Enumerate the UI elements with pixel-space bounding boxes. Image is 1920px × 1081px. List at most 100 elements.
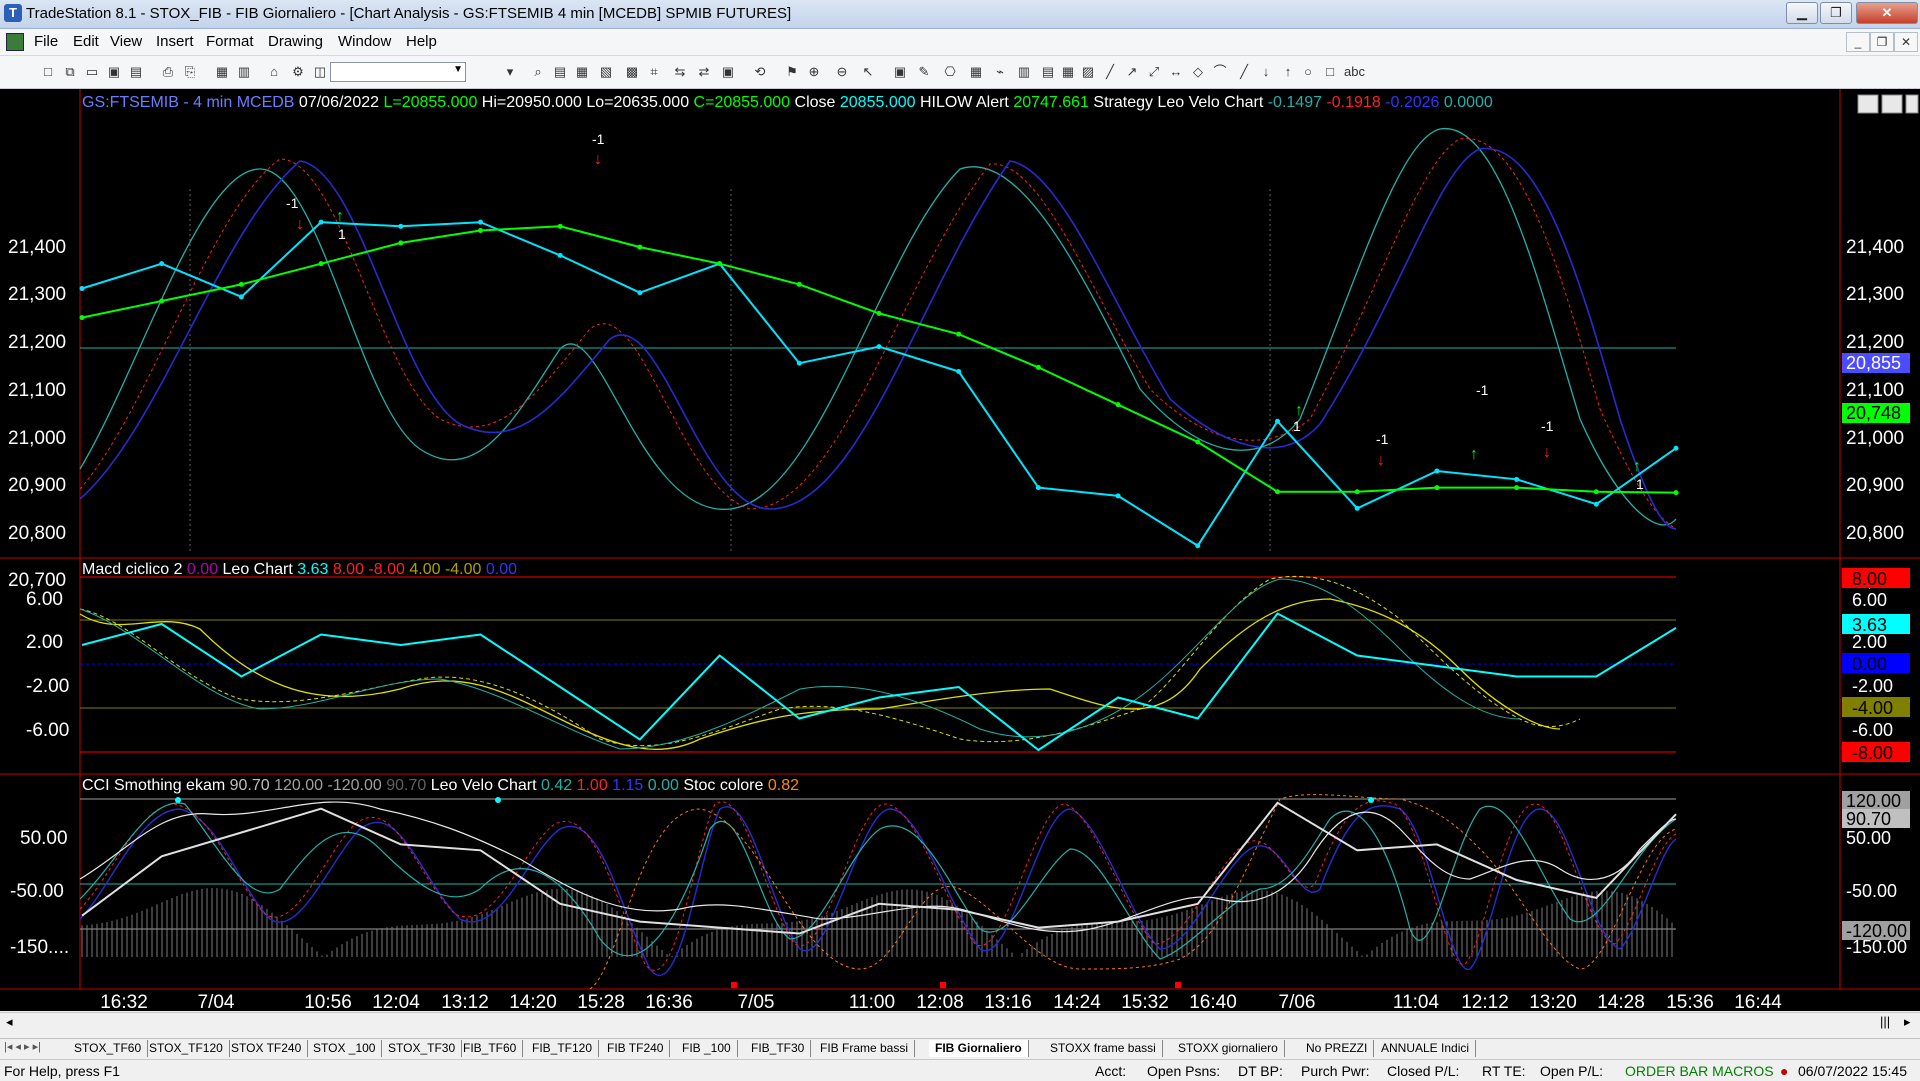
mdi-restore-icon[interactable]: ❐ <box>1870 32 1894 52</box>
toolbar-tool-icon[interactable]: ↓ <box>1262 64 1270 79</box>
toolbar-tool-icon[interactable]: ◇ <box>1193 64 1203 79</box>
toolbar-tool-icon[interactable]: ⚑ <box>786 64 798 79</box>
chart-analysis-window[interactable]: -1 -1 1 -1 1 -1 -1 1 ↓ ↓ ↑ ↑ ↓ ↑ ↓ ↑ GS:… <box>0 89 1920 1013</box>
toolbar-tool-icon[interactable]: ⎙ <box>162 64 174 79</box>
toolbar-tool-icon[interactable]: ◫ <box>313 64 327 79</box>
toolbar-tool-icon[interactable]: ▨ <box>1081 64 1095 79</box>
mdi-close-icon[interactable]: ✕ <box>1894 32 1918 52</box>
workspace-tab[interactable]: FIB_TF120 <box>526 1040 600 1057</box>
toolbar-tool-icon[interactable]: ▾ <box>506 64 514 79</box>
cci-tick-label: -150.... <box>10 937 69 958</box>
workspace-tab[interactable]: STOX_TF120 <box>143 1040 230 1057</box>
close-button[interactable]: ✕ <box>1856 2 1918 24</box>
toolbar-tool-icon[interactable]: ▦ <box>575 64 589 79</box>
toolbar-tool-icon[interactable]: ▣ <box>721 64 735 79</box>
toolbar-tool-icon[interactable]: □ <box>1326 64 1334 79</box>
mdi-minimize-icon[interactable]: _ <box>1846 32 1870 52</box>
workspace-tab[interactable]: ANNUALE Indici <box>1375 1040 1477 1057</box>
order-bar-macros-link[interactable]: ORDER BAR MACROS <box>1625 1063 1774 1079</box>
toolbar-tool-icon[interactable]: ⎔ <box>944 64 956 79</box>
menu-window[interactable]: Window <box>338 33 392 50</box>
panel-close-icon[interactable] <box>1905 94 1919 114</box>
toolbar-tool-icon[interactable]: ⌕ <box>534 64 542 79</box>
workspace-tab[interactable]: STOX TF240 <box>225 1040 309 1057</box>
header-item: 0.00 <box>481 561 517 578</box>
toolbar-tool-icon[interactable]: ▣ <box>893 64 907 79</box>
menu-file[interactable]: File <box>34 33 59 50</box>
toolbar-tool-icon[interactable]: ⌗ <box>650 64 658 79</box>
toolbar-tool-icon[interactable]: ↑ <box>1284 64 1292 79</box>
toolbar-tool-icon[interactable]: ▤ <box>553 64 567 79</box>
workspace-tab[interactable]: No PREZZI <box>1300 1040 1375 1057</box>
maximize-button[interactable]: ❐ <box>1820 2 1852 24</box>
toolbar-tool-icon[interactable]: ○ <box>1304 64 1312 79</box>
toolbar-tool-icon[interactable]: abc <box>1344 64 1365 79</box>
header-item: Lo=20635.000 <box>582 94 689 111</box>
panel-restore-icon[interactable] <box>1881 94 1903 114</box>
toolbar-tool-icon[interactable]: ↗ <box>1126 64 1138 79</box>
toolbar-tool-icon[interactable]: ▤ <box>129 64 143 79</box>
workspace-tab[interactable]: FIB_TF60 <box>457 1040 524 1057</box>
symbol-combobox[interactable]: ▼ <box>330 62 466 82</box>
toolbar-tool-icon[interactable]: ⊕ <box>808 64 820 79</box>
toolbar-tool-icon[interactable]: ▤ <box>1041 64 1055 79</box>
workspace-tab[interactable]: FIB _100 <box>676 1040 738 1057</box>
toolbar-tool-icon[interactable]: ▩ <box>625 64 639 79</box>
menu-help[interactable]: Help <box>406 33 437 50</box>
series-point <box>557 252 563 258</box>
workspace-tab[interactable]: STOX_TF60 <box>68 1040 149 1057</box>
toolbar-tool-icon[interactable]: ▭ <box>85 64 99 79</box>
workspace-tab[interactable]: STOX _100 <box>307 1040 383 1057</box>
workspace-tab[interactable]: STOXX frame bassi <box>1044 1040 1163 1057</box>
toolbar-tool-icon[interactable]: ⎘ <box>184 64 196 79</box>
leo-velo-chart-red-wave <box>79 138 1677 530</box>
toolbar-tool-icon[interactable]: ⇆ <box>674 64 686 79</box>
workspace-tab[interactable]: FIB TF240 <box>601 1040 671 1057</box>
toolbar-tool-icon[interactable]: ╱ <box>1240 64 1248 79</box>
toolbar-tool-icon[interactable]: ↔ <box>1169 64 1183 79</box>
minimize-button[interactable]: ▁ <box>1786 2 1818 24</box>
workspace-tab[interactable]: FIB Frame bassi <box>814 1040 916 1057</box>
cci-series-group <box>81 801 1677 935</box>
toolbar-tool-icon[interactable]: ╱ <box>1106 64 1114 79</box>
scroll-left-icon[interactable]: ◂ <box>6 1014 13 1029</box>
toolbar-tool-icon[interactable]: ▥ <box>237 64 251 79</box>
toolbar: ▼ □ ⧉ ▭ ▣ ▤ ⎙ ⎘ ▦ ▥ ⌂ ⚙ ◫ ▾ ⌕ ▤ ▦ ▧ ▩ ⌗ ⇆ ⇄ ▣ ⟲ ⚑ ⊕ ⊖ ↖ ▣ ✎ ⎔ ▦ ⌁ ▥ ▤ ▦ ▨ ╱ ↗… <box>0 56 1920 89</box>
toolbar-tool-icon[interactable]: ⧉ <box>65 64 75 79</box>
scroll-right-icon[interactable]: ▸ <box>1904 1014 1911 1029</box>
menu-insert[interactable]: Insert <box>156 33 194 50</box>
cci-level-badge <box>1842 791 1910 810</box>
menu-drawing[interactable]: Drawing <box>268 33 324 50</box>
chart-document-icon[interactable] <box>6 33 24 51</box>
toolbar-tool-icon[interactable]: ▦ <box>969 64 983 79</box>
toolbar-tool-icon[interactable]: ↖ <box>862 64 874 79</box>
toolbar-tool-icon[interactable]: ⊖ <box>836 64 848 79</box>
toolbar-tool-icon[interactable]: □ <box>44 64 52 79</box>
workspace-tab[interactable]: STOX_TF30 <box>382 1040 463 1057</box>
menu-edit[interactable]: Edit <box>73 33 99 50</box>
toolbar-tool-icon[interactable]: ▧ <box>599 64 613 79</box>
toolbar-tool-icon[interactable]: ⚙ <box>292 64 304 79</box>
toolbar-tool-icon[interactable]: ⌁ <box>996 64 1004 79</box>
scroll-thumb-icon[interactable]: ||| <box>1880 1014 1891 1029</box>
toolbar-tool-icon[interactable]: ⟲ <box>754 64 766 79</box>
toolbar-tool-icon[interactable]: ▦ <box>1061 64 1075 79</box>
toolbar-tool-icon[interactable]: ⌂ <box>270 64 278 79</box>
series-line-leo-chart <box>81 612 1677 752</box>
menu-view[interactable]: View <box>110 33 143 50</box>
toolbar-tool-icon[interactable]: ⇄ <box>698 64 710 79</box>
menu-format[interactable]: Format <box>206 33 254 50</box>
tab-nav-arrows-icon[interactable]: |◂ ◂ ▸ ▸| <box>4 1041 41 1053</box>
workspace-tab[interactable]: FIB_TF30 <box>745 1040 812 1057</box>
chart-canvas[interactable]: -1 -1 1 -1 1 -1 -1 1 ↓ ↓ ↑ ↑ ↓ ↑ ↓ ↑ GS:… <box>0 89 1920 1013</box>
workspace-tab[interactable]: STOXX giornaliero <box>1172 1040 1285 1057</box>
horizontal-scrollbar[interactable]: ◂ ||| ▸ <box>0 1012 1920 1033</box>
toolbar-tool-icon[interactable]: ⌒ <box>1213 64 1227 79</box>
toolbar-tool-icon[interactable]: ▣ <box>107 64 121 79</box>
toolbar-tool-icon[interactable]: ▦ <box>215 64 229 79</box>
panel-minimize-icon[interactable] <box>1857 94 1879 114</box>
toolbar-tool-icon[interactable]: ▥ <box>1017 64 1031 79</box>
toolbar-tool-icon[interactable]: ✎ <box>918 64 930 79</box>
workspace-tab[interactable]: FIB Giornaliero <box>929 1040 1029 1057</box>
toolbar-tool-icon[interactable]: ⤢ <box>1148 64 1160 79</box>
